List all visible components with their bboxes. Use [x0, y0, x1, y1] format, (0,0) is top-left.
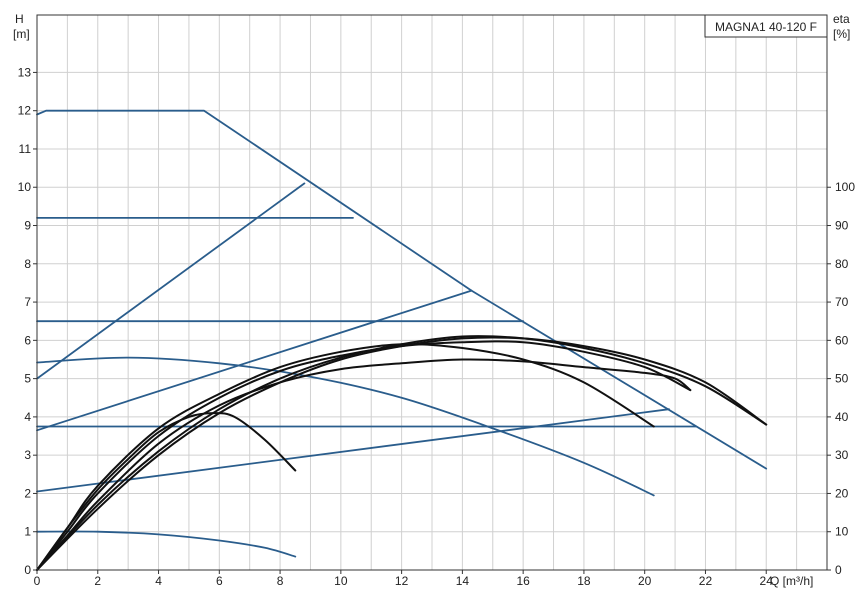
y-left-tick-label: 10 — [18, 180, 32, 194]
y-right-tick-label: 100 — [835, 180, 855, 194]
y-left-tick-label: 3 — [24, 448, 31, 462]
y-left-tick-label: 8 — [24, 257, 31, 271]
x-tick-label: 4 — [155, 574, 162, 588]
y-left-tick-label: 7 — [24, 295, 31, 309]
x-tick-label: 20 — [638, 574, 652, 588]
y-right-tick-label: 60 — [835, 333, 849, 347]
x-tick-label: 6 — [216, 574, 223, 588]
x-tick-label: 12 — [395, 574, 409, 588]
x-tick-label: 16 — [516, 574, 530, 588]
y-right-tick-labels: 0 10 20 30 40 50 60 70 80 90 100 — [827, 180, 855, 577]
y-right-tick-label: 10 — [835, 525, 849, 539]
efficiency-curve-11 — [36, 358, 692, 571]
head-curve-7 — [36, 356, 655, 497]
x-tick-label: 2 — [94, 574, 101, 588]
x-tick-label: 18 — [577, 574, 591, 588]
y-right-axis-label: eta — [833, 12, 850, 26]
x-tick-label: 8 — [277, 574, 284, 588]
head-curve-4 — [36, 182, 306, 380]
efficiency-curve-14 — [36, 336, 768, 571]
y-right-tick-label: 50 — [835, 372, 849, 386]
y-left-axis-label: H — [15, 12, 24, 26]
efficiency-curve-13 — [36, 335, 768, 571]
y-right-axis-unit: [%] — [833, 27, 850, 41]
y-left-tick-label: 4 — [24, 410, 31, 424]
x-tick-label: 10 — [334, 574, 348, 588]
efficiency-curve-10 — [36, 343, 655, 571]
y-left-axis-unit: [m] — [13, 27, 30, 41]
y-left-tick-label: 2 — [24, 486, 31, 500]
y-right-tick-label: 70 — [835, 295, 849, 309]
x-tick-label: 24 — [760, 574, 774, 588]
y-left-tick-label: 11 — [19, 142, 32, 156]
y-left-tick-label: 9 — [24, 219, 31, 233]
y-left-tick-label: 5 — [24, 372, 31, 386]
y-right-tick-label: 0 — [835, 563, 842, 577]
y-right-tick-label: 90 — [835, 219, 849, 233]
y-left-tick-label: 13 — [18, 65, 32, 79]
y-left-tick-label: 6 — [24, 333, 31, 347]
y-left-tick-label: 0 — [24, 563, 31, 577]
y-right-tick-label: 30 — [835, 448, 849, 462]
chart-title: MAGNA1 40-120 F — [715, 20, 817, 34]
x-tick-labels: 0 2 4 6 8 10 12 14 16 18 20 22 24 — [34, 570, 774, 588]
head-curve-6 — [36, 408, 670, 493]
y-left-tick-label: 1 — [24, 525, 31, 539]
x-tick-label: 14 — [456, 574, 470, 588]
efficiency-curve-12 — [36, 340, 692, 571]
head-curve-8 — [36, 530, 297, 558]
y-right-tick-label: 80 — [835, 257, 849, 271]
curves — [36, 109, 768, 571]
efficiency-curve-9 — [36, 412, 297, 571]
title-box — [704, 14, 828, 38]
x-tick-label: 22 — [699, 574, 713, 588]
x-axis-label: Q [m³/h] — [770, 574, 813, 588]
head-curve-5 — [36, 289, 473, 432]
y-left-tick-label: 12 — [18, 104, 32, 118]
x-tick-label: 0 — [34, 574, 41, 588]
y-right-tick-label: 40 — [835, 410, 849, 424]
plot-frame — [36, 14, 828, 571]
y-right-tick-label: 20 — [835, 486, 849, 500]
